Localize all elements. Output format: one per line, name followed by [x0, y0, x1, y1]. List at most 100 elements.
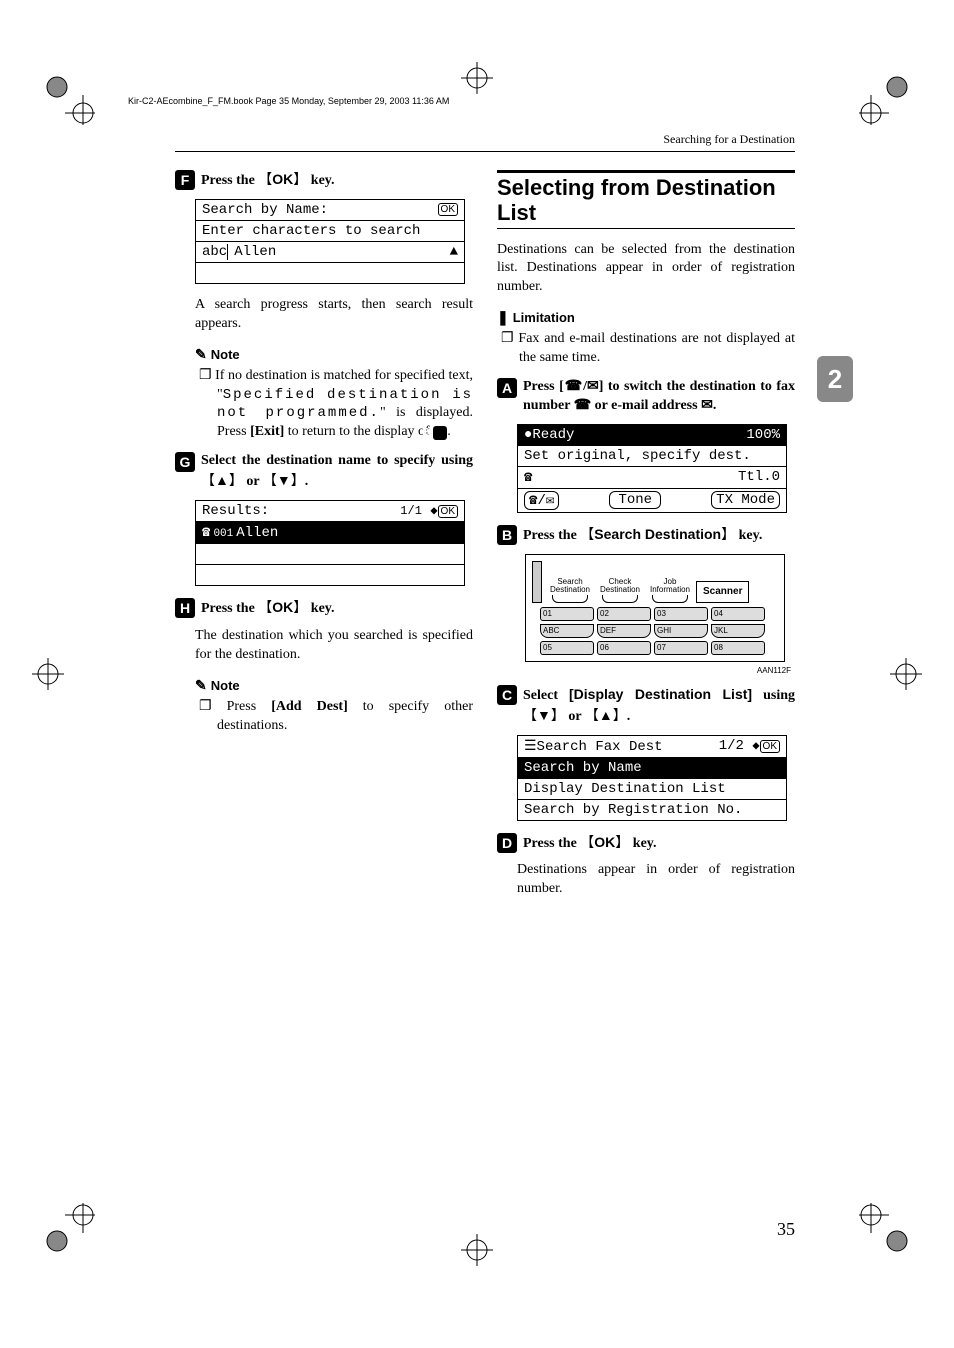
- qk02: 02: [597, 607, 651, 621]
- step-1-text: Press [/] to switch the destination to f…: [523, 378, 795, 416]
- limitation-body: Fax and e-mail destinations are not disp…: [501, 330, 795, 368]
- ok-badge: OK: [760, 740, 780, 753]
- tel-icon: [574, 398, 591, 413]
- tel-icon: [524, 469, 532, 486]
- txmode-btn: TX Mode: [711, 491, 780, 509]
- lcd-ready: ●Ready100% Set original, specify dest. T…: [517, 424, 787, 513]
- qk04: 04: [711, 607, 765, 621]
- down-key: ▼: [523, 707, 565, 723]
- step-num-8: H: [175, 598, 195, 618]
- qk07: 07: [654, 641, 708, 655]
- opt-2: Display Destination List: [524, 781, 726, 797]
- exit-key: [Exit]: [250, 424, 284, 439]
- chapter-tab: 2: [817, 356, 853, 402]
- t: Press the: [523, 836, 580, 851]
- book-header: Kir-C2-AEcombine_F_FM.book Page 35 Monda…: [128, 96, 449, 106]
- panel-hinge: [532, 561, 542, 603]
- lcd-zoom: 100%: [746, 427, 780, 443]
- t: or e-mail address: [591, 398, 701, 413]
- t: or: [565, 709, 585, 724]
- qk06: 06: [597, 641, 651, 655]
- note-2-body: Press [Add Dest] to specify other destin…: [199, 698, 473, 736]
- lcd-search-by-name: Search by Name:OK Enter characters to se…: [195, 199, 465, 284]
- opt-3: Search by Registration No.: [524, 802, 742, 818]
- t: to return to the display of: [284, 424, 433, 439]
- t: Press: [227, 699, 272, 714]
- step-num-6: F: [175, 170, 195, 190]
- step-2-text: Press the Search Destination key.: [523, 525, 762, 546]
- cursor-icon: ▲: [450, 244, 458, 260]
- lcd-search-fax-dest: ☰Search Fax Dest1/2 ◆OK Search by Name D…: [517, 735, 787, 821]
- mail-icon: [587, 379, 599, 394]
- qkABC: ABC: [540, 624, 594, 638]
- lcd-prompt: Enter characters to search: [202, 223, 420, 239]
- ok-key: OK: [258, 171, 307, 187]
- ok-key: OK: [580, 834, 629, 850]
- step-num-1: A: [497, 378, 517, 398]
- panel-id: AAN112F: [497, 666, 791, 675]
- qk08: 08: [711, 641, 765, 655]
- mail-icon: [701, 398, 713, 413]
- ref-2: B: [433, 426, 447, 440]
- step-num-3: C: [497, 685, 517, 705]
- control-panel: Search Destination Check Destination Job…: [525, 554, 785, 662]
- lcd-title: Search by Name:: [202, 202, 328, 218]
- qkDEF: DEF: [597, 624, 651, 638]
- step-1: A Press [/] to switch the destination to…: [497, 378, 795, 416]
- reg-mark-left: [28, 654, 68, 694]
- dest-name: Allen: [236, 525, 278, 541]
- step-num-2: B: [497, 525, 517, 545]
- step-7-text: Select the destination name to specify u…: [201, 452, 473, 492]
- qk03: 03: [654, 607, 708, 621]
- qkGHI: GHI: [654, 624, 708, 638]
- lcd-ttl: Ttl.0: [738, 469, 780, 485]
- note-head-1: Note: [195, 346, 473, 363]
- reg-mark-bottom: [457, 1230, 497, 1270]
- t: using: [752, 688, 795, 703]
- crop-mark-tr: [859, 75, 909, 125]
- step-num-4: D: [497, 833, 517, 853]
- ok-badge: OK: [438, 505, 458, 518]
- t: or: [243, 474, 263, 489]
- t: Select the destination name to specify u…: [201, 453, 473, 468]
- step-8: H Press the OK key.: [175, 598, 473, 619]
- t: Select: [523, 688, 569, 703]
- dest-code: 001: [210, 528, 236, 540]
- t: .: [713, 398, 717, 413]
- tel-icon: [564, 379, 583, 394]
- step-num-7: G: [175, 452, 195, 472]
- t: Note: [211, 347, 240, 362]
- search-dest-key: Search Destination: [580, 526, 735, 542]
- lcd-mode: abc: [202, 244, 227, 260]
- soft2: Check Destination: [596, 577, 644, 595]
- page-ind: 1/1: [400, 504, 422, 518]
- step-3-text: Select [Display Destination List] using …: [523, 685, 795, 727]
- note-1-body: If no destination is matched for specifi…: [199, 367, 473, 443]
- page-content: Searching for a Destination 2 F Press th…: [175, 132, 795, 1232]
- step-4: D Press the OK key.: [497, 833, 795, 854]
- soft1: Search Destination: [546, 577, 594, 595]
- crop-mark-br: [859, 1203, 909, 1253]
- crop-mark-bl: [45, 1203, 95, 1253]
- scanner-btn: Scanner: [696, 581, 749, 603]
- t: Press the: [201, 173, 258, 188]
- step-7: G Select the destination name to specify…: [175, 452, 473, 492]
- t: key.: [307, 173, 334, 188]
- head-rule: [175, 151, 795, 152]
- t: Press the: [523, 528, 580, 543]
- up-key: ▲: [585, 707, 627, 723]
- lcd-title: ☰Search Fax Dest: [524, 738, 663, 755]
- t: key.: [735, 528, 762, 543]
- qk05: 05: [540, 641, 594, 655]
- lcd-status: ●Ready: [524, 427, 574, 443]
- t: key.: [307, 601, 334, 616]
- p-dest-specified: The destination which you searched is sp…: [195, 627, 473, 665]
- tone-btn: Tone: [609, 491, 661, 509]
- lcd-input: Allen: [227, 244, 449, 260]
- step-6: F Press the OK key.: [175, 170, 473, 191]
- switch-btn: /: [524, 491, 559, 510]
- disp-dest-key: [Display Destination List]: [569, 686, 752, 702]
- step-6-text: Press the OK key.: [201, 170, 335, 191]
- limitation-head: Limitation: [497, 309, 795, 326]
- t: Note: [211, 678, 240, 693]
